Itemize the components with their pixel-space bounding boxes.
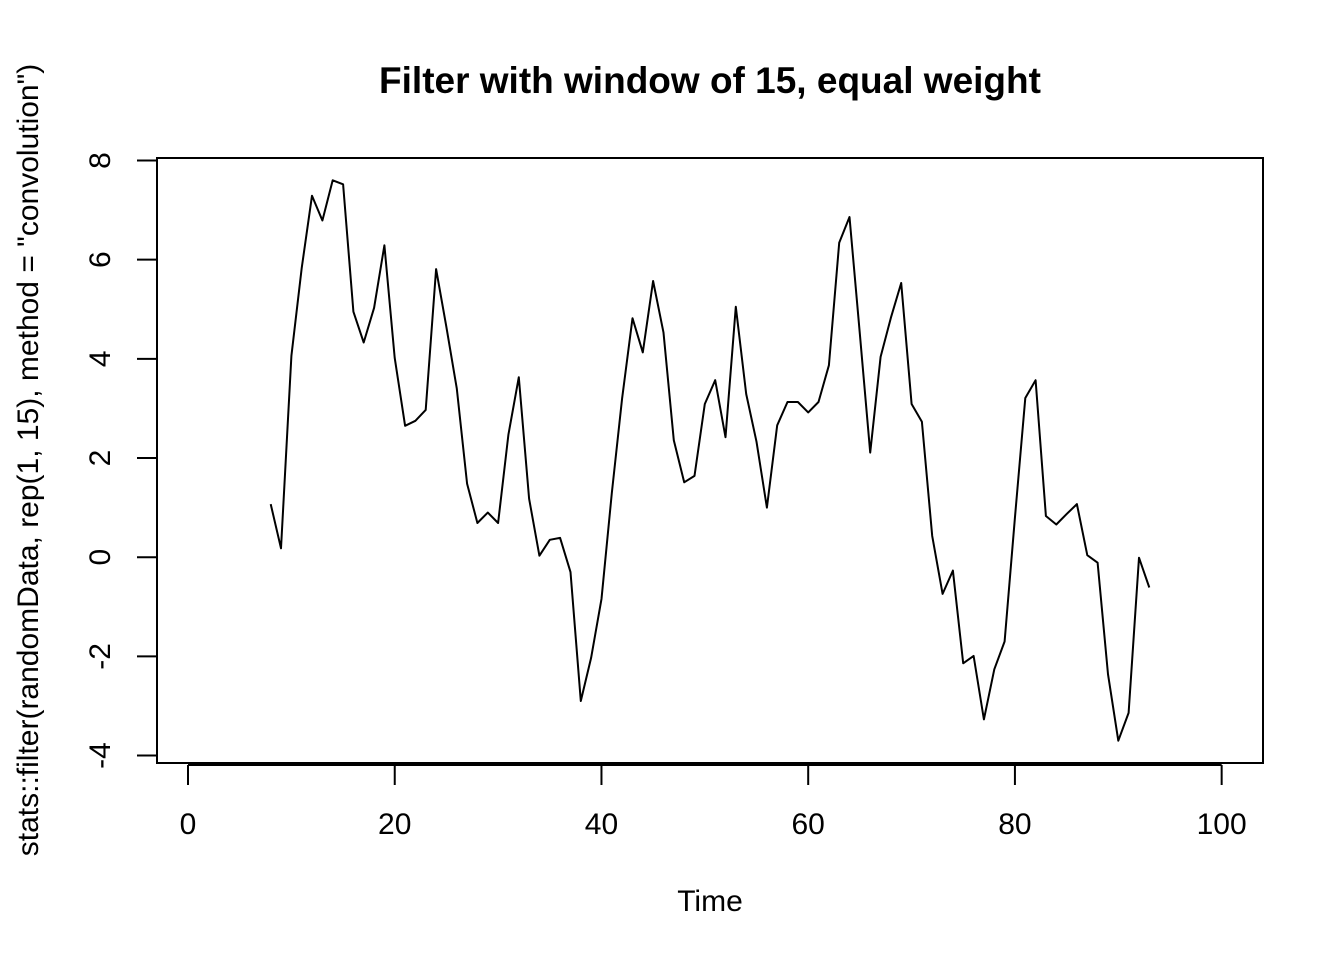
y-tick-label: -4 — [84, 742, 117, 769]
x-axis: 0 20 40 60 80 100 — [180, 764, 1247, 841]
y-tick-label: 2 — [84, 450, 117, 467]
x-tick-label: 0 — [180, 808, 197, 841]
y-tick-label: -2 — [84, 643, 117, 670]
chart-title: Filter with window of 15, equal weight — [379, 60, 1041, 101]
y-tick-label: 6 — [84, 251, 117, 268]
x-tick-label: 20 — [378, 808, 411, 841]
x-tick-label: 80 — [998, 808, 1031, 841]
x-axis-label: Time — [677, 885, 743, 918]
y-tick-label: 0 — [84, 549, 117, 566]
x-tick-label: 100 — [1197, 808, 1247, 841]
x-tick-label: 60 — [792, 808, 825, 841]
y-tick-label: 8 — [84, 152, 117, 169]
y-axis: -4 -2 0 2 4 6 8 — [84, 152, 158, 769]
plot-frame — [156, 157, 1264, 764]
y-axis-label: stats::filter(randomData, rep(1, 15), me… — [12, 64, 45, 857]
x-tick-label: 40 — [585, 808, 618, 841]
y-tick-label: 4 — [84, 350, 117, 367]
series-line — [269, 179, 1151, 742]
